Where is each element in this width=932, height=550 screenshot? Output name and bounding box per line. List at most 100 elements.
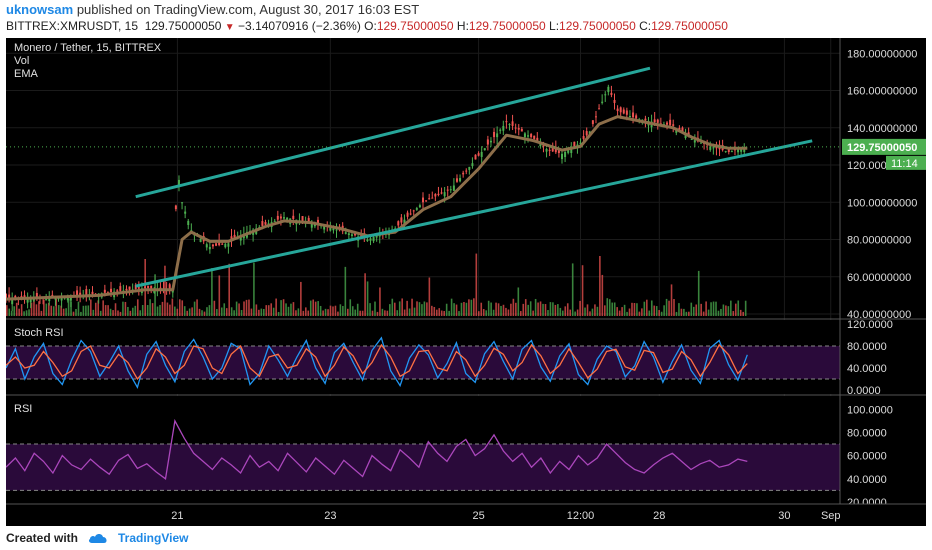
rsi-line[interactable] [5,418,748,480]
volume-bar [228,263,230,316]
time-axis[interactable]: 21 23 25 12:00 28 30 Sep [6,503,926,526]
volume-bar [421,304,423,316]
low-label: L: [549,19,560,33]
stoch-rsi-pane[interactable] [5,320,926,394]
chart-svg[interactable]: 40.00000000 60.00000000 80.00000000 100.000… [5,38,926,526]
volume-bar [542,303,544,316]
volume-bar [65,308,67,316]
candle-body [486,139,489,145]
volume-bar [354,309,357,316]
main-pane[interactable] [5,38,926,504]
volume-bar [324,308,327,316]
candle-body [523,133,526,138]
candle-body [406,212,409,217]
volume-bar [238,303,240,316]
volume-bar [87,305,90,316]
volume-bar [117,310,119,316]
volume-bar [250,308,253,316]
volume-bar [364,273,366,316]
candle-body [11,298,14,305]
channel-lower-line[interactable] [135,139,813,288]
volume-bar [571,263,574,316]
symbol-label: BITTREX:XMRUSDT, 15 [6,19,139,33]
volume-bar [604,305,606,316]
rsi-pane[interactable] [5,396,926,504]
volume-bar [539,301,542,316]
volume-bar [700,303,702,316]
candle-body [505,121,508,123]
volume-bar [500,305,502,316]
time-tick-label: Sep [821,510,841,522]
volume-bar [253,262,255,316]
candle-body [669,119,672,126]
candle-body [520,128,523,132]
volume-bar [132,307,134,316]
volume-bar [433,306,436,316]
volume-bar [161,301,164,316]
candle-body [137,287,140,289]
volume-bar [60,305,62,316]
volume-bar [260,308,263,316]
volume-bar [344,266,347,316]
volume-bar [45,303,48,316]
rsi-tick-label: 40.0000 [847,474,887,486]
volume-bar [591,308,594,316]
candle-body [452,185,455,191]
candle-body [350,234,353,236]
volume-bar [477,311,480,316]
candle-body [116,290,119,292]
stoch-d-line[interactable] [5,343,748,381]
volume-bar [527,304,530,316]
chart-canvas[interactable]: 40.00000000 60.00000000 80.00000000 100.000… [5,38,926,526]
candle-body [409,213,412,215]
candle-body [653,119,656,123]
volume-bar [290,303,292,316]
volume-bar [445,303,448,316]
volume-bar [107,305,109,316]
time-axis-background [6,504,926,526]
volume-bar [697,270,700,316]
candle-body [48,297,51,302]
author-link[interactable]: uknowsam [6,2,74,17]
volume-bar [702,311,705,316]
volume-bar [191,307,193,316]
volume-bar [275,298,277,316]
created-with-text: Created with [6,531,79,545]
volume-bar [300,281,302,316]
open-value: 129.75000050 [376,19,454,33]
candle-body [347,233,350,236]
candle-body [610,92,613,95]
tradingview-link[interactable]: TradingView [118,531,189,545]
rsi-band-fill [6,444,840,491]
volume-bar [391,298,394,316]
rsi-tick-label: 60.0000 [847,451,887,463]
volume-bar [255,304,258,316]
rsi-tick-label: 80.0000 [847,427,887,439]
volume-bar [695,304,698,316]
volume-bar [465,302,468,316]
volume-bar [544,304,547,316]
down-arrow-icon: ▼ [224,22,235,33]
volume-bar [562,310,564,316]
candle-body [690,138,693,140]
channel-upper-line[interactable] [135,66,651,199]
volume-bar [33,298,35,316]
volume-bar [188,308,191,316]
volume-bar [522,303,525,316]
candle-body [582,136,585,139]
time-tick-label: 12:00 [567,510,595,522]
price-axes[interactable]: 40.00000000 60.00000000 80.00000000 100.000… [6,38,926,509]
stoch-k-line[interactable] [5,336,748,389]
volume-bar [342,305,344,316]
candle-body [459,178,462,182]
volume-bar [529,301,532,316]
volume-bar [732,311,735,316]
candle-body [508,124,511,126]
candle-body [635,115,638,119]
volume-bar [692,306,695,316]
volume-bar [356,303,359,316]
ema-line[interactable] [5,115,748,301]
volume-bar [124,301,127,316]
volume-bar [285,303,287,316]
volume-bar [490,302,492,316]
